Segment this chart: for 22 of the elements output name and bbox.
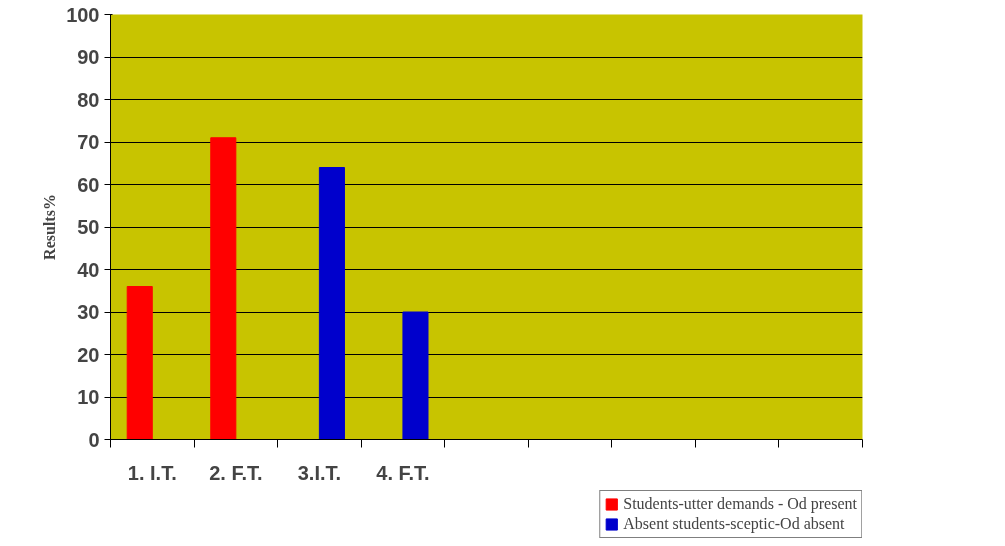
x-tick-label: 3.I.T.: [297, 461, 342, 484]
x-tick-label: 4. F.T.: [376, 461, 430, 484]
legend-label: Absent students-sceptic-Od absent: [623, 515, 845, 533]
bar: [210, 137, 237, 440]
y-tick-label: 40: [77, 258, 100, 281]
y-axis-title: Results%: [41, 194, 59, 260]
legend-label: Students-utter demands - Od present: [623, 495, 857, 513]
y-tick-label: 60: [77, 173, 100, 196]
y-tick-label: 50: [77, 216, 100, 238]
y-tick-label: 30: [77, 301, 100, 323]
y-tick-label: 80: [77, 88, 100, 111]
bar: [318, 167, 345, 440]
y-tick-label: 20: [77, 343, 100, 366]
y-tick-label: 0: [88, 428, 100, 451]
y-tick-label: 90: [77, 46, 100, 68]
x-tick-label: 2. F.T.: [209, 461, 263, 484]
x-tick-label: 1. I.T.: [127, 461, 177, 484]
y-tick-label: 10: [77, 386, 100, 408]
y-tick-label: 70: [77, 131, 100, 153]
y-tick-label: 100: [66, 3, 100, 26]
bar: [402, 311, 429, 440]
bar: [126, 286, 153, 440]
